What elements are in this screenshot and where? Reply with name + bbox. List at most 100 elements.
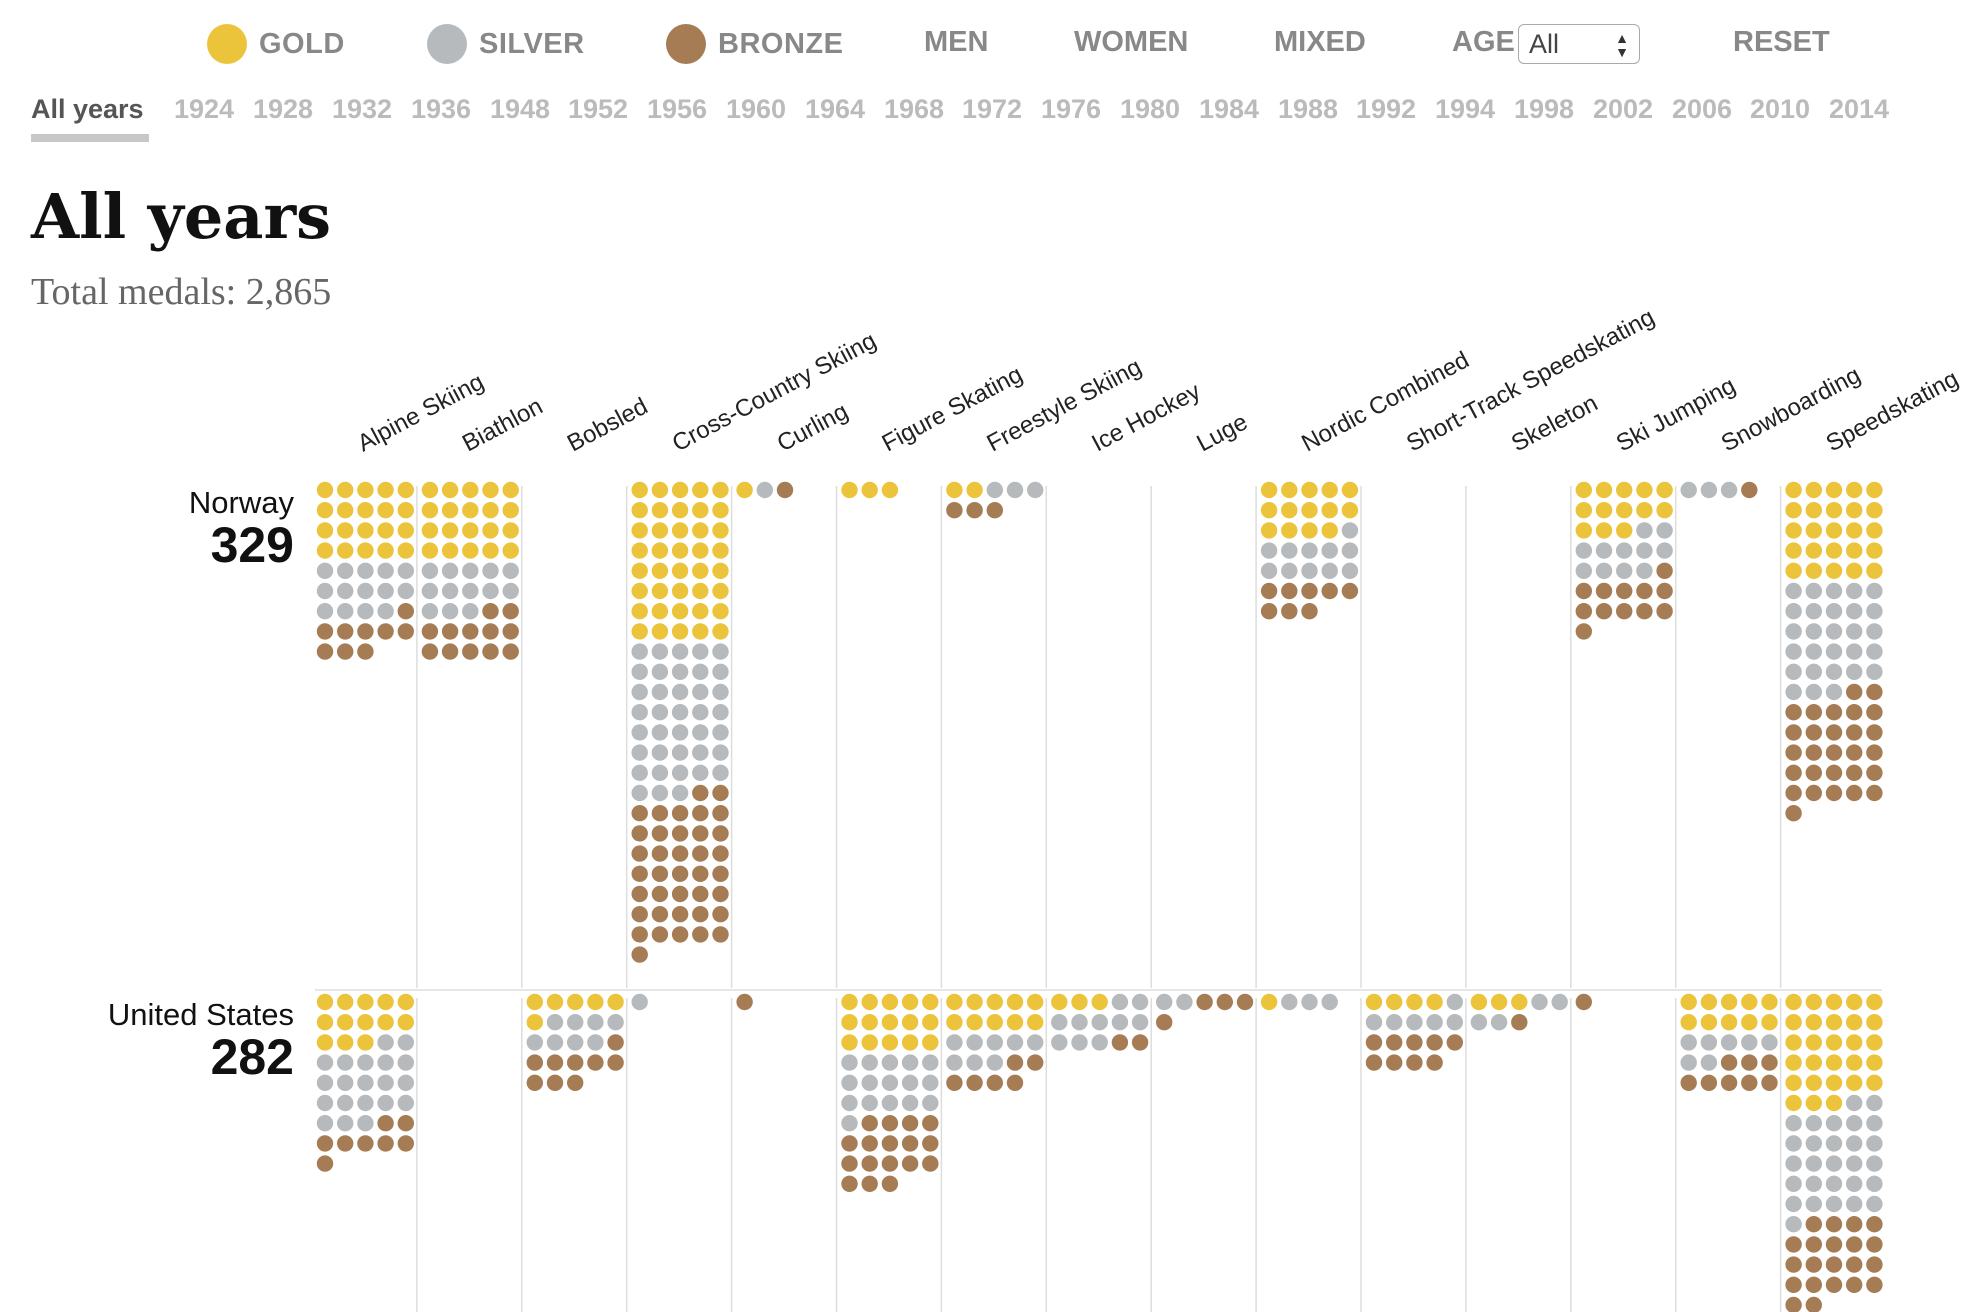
- year-tab-1964[interactable]: 1964: [805, 94, 866, 124]
- bronze-medal-dot: [692, 825, 709, 842]
- silver-medal-dot: [1680, 481, 1697, 499]
- gold-medal-dot: [1027, 993, 1044, 1011]
- silver-medal-dot: [1825, 1135, 1843, 1152]
- silver-medal-dot: [567, 1034, 584, 1051]
- women-filter-button[interactable]: WOMEN: [1074, 26, 1189, 58]
- bronze-medal-dot: [986, 1074, 1003, 1092]
- silver-medal-dot: [712, 744, 729, 761]
- bronze-medal-dot: [502, 643, 519, 660]
- year-tab-1932[interactable]: 1932: [332, 94, 393, 124]
- gold-medal-dot: [651, 522, 669, 539]
- gold-medal-dot: [377, 1014, 394, 1031]
- gold-medal-dot: [1825, 522, 1843, 539]
- bronze-medal-dot: [1805, 1276, 1823, 1294]
- men-filter-button[interactable]: MEN: [924, 26, 989, 58]
- silver-medal-dot: [587, 1034, 604, 1051]
- silver-medal-dot: [462, 562, 479, 579]
- year-tab-1968[interactable]: 1968: [884, 94, 945, 124]
- silver-medal-dot: [651, 764, 669, 781]
- silver-medal-dot: [1825, 643, 1843, 660]
- gold-medal-dot: [712, 522, 729, 539]
- gold-medal-dot: [1866, 993, 1883, 1011]
- silver-medal-dot: [1321, 993, 1338, 1011]
- bronze-medal-dot: [587, 1054, 604, 1071]
- gold-medal-dot: [736, 481, 753, 499]
- silver-medal-dot: [1575, 562, 1593, 579]
- year-tab-1952[interactable]: 1952: [568, 94, 629, 124]
- bronze-medal-dot: [421, 623, 439, 640]
- year-tab-1936[interactable]: 1936: [411, 94, 472, 124]
- gold-medal-dot: [377, 993, 394, 1011]
- year-tab-1984[interactable]: 1984: [1199, 94, 1260, 124]
- gold-medal-dot: [1866, 562, 1883, 579]
- year-tab-1972[interactable]: 1972: [962, 94, 1023, 124]
- age-select[interactable]: All ▲ ▼: [1518, 24, 1640, 64]
- silver-medal-dot: [1426, 1014, 1443, 1031]
- gold-medal-dot: [441, 522, 459, 539]
- gold-medal-dot: [1846, 542, 1863, 559]
- gold-medal-dot: [1281, 522, 1298, 539]
- bronze-medal-dot: [1805, 1256, 1823, 1273]
- gold-medal-dot: [1846, 481, 1863, 499]
- silver-medal-dot: [1051, 1034, 1068, 1051]
- gold-medal-dot: [671, 603, 689, 620]
- gold-medal-dot: [441, 481, 459, 499]
- country-total: 329: [211, 517, 294, 573]
- year-tab-1988[interactable]: 1988: [1278, 94, 1339, 124]
- gold-medal-dot: [1825, 1054, 1843, 1071]
- year-tab-1928[interactable]: 1928: [253, 94, 314, 124]
- silver-medal-dot: [1805, 1195, 1823, 1213]
- year-tab-all[interactable]: All years: [31, 94, 144, 124]
- reset-button[interactable]: RESET: [1733, 26, 1830, 58]
- bronze-medal-dot: [946, 1074, 963, 1092]
- bronze-medal-dot: [1866, 784, 1883, 802]
- year-tab-1998[interactable]: 1998: [1514, 94, 1575, 124]
- bronze-medal-dot: [441, 643, 459, 660]
- gold-medal-dot: [357, 522, 374, 539]
- gold-medal-dot: [692, 623, 709, 640]
- year-tab-1994[interactable]: 1994: [1435, 94, 1496, 124]
- bronze-filter[interactable]: BRONZE: [666, 24, 843, 64]
- year-tab-2014[interactable]: 2014: [1829, 94, 1890, 124]
- year-tab-2006[interactable]: 2006: [1672, 94, 1733, 124]
- year-tab-2010[interactable]: 2010: [1750, 94, 1811, 124]
- silver-medal-dot: [337, 582, 354, 600]
- silver-filter[interactable]: SILVER: [427, 24, 585, 64]
- gold-medal-dot: [1785, 481, 1802, 499]
- year-tab-1956[interactable]: 1956: [647, 94, 708, 124]
- year-tab-2002[interactable]: 2002: [1593, 94, 1654, 124]
- year-tab-1976[interactable]: 1976: [1041, 94, 1102, 124]
- bronze-medal-dot: [1825, 744, 1843, 761]
- gold-medal-dot: [631, 481, 648, 499]
- gold-medal-dot: [1866, 1034, 1883, 1051]
- year-tab-1992[interactable]: 1992: [1356, 94, 1417, 124]
- gold-medal-dot: [881, 993, 899, 1011]
- gold-medal-dot: [1805, 522, 1823, 539]
- mixed-filter-button[interactable]: MIXED: [1274, 26, 1366, 58]
- bronze-medal-dot: [671, 926, 689, 943]
- bronze-medal-dot: [692, 784, 709, 802]
- gold-medal-dot: [1785, 502, 1802, 519]
- silver-medal-dot: [841, 1094, 858, 1112]
- gold-medal-dot: [651, 542, 669, 559]
- gold-medal-dot: [631, 502, 648, 519]
- year-tab-1960[interactable]: 1960: [726, 94, 787, 124]
- silver-medal-dot: [1301, 562, 1318, 579]
- year-tab-1980[interactable]: 1980: [1120, 94, 1181, 124]
- gold-medal-dot: [946, 993, 963, 1011]
- bronze-medal-dot: [1575, 993, 1593, 1011]
- silver-medal-dot: [1825, 683, 1843, 701]
- bronze-medal-dot: [316, 643, 334, 660]
- silver-medal-dot: [316, 562, 334, 579]
- year-tab-1924[interactable]: 1924: [174, 94, 235, 124]
- bronze-medal-dot: [1680, 1074, 1697, 1092]
- silver-medal-dot: [1785, 1155, 1802, 1172]
- bronze-medal-dot: [651, 845, 669, 862]
- bronze-medal-dot: [881, 1175, 899, 1193]
- gold-filter[interactable]: GOLD: [207, 24, 345, 64]
- silver-medal-dot: [1636, 562, 1653, 579]
- year-tab-1948[interactable]: 1948: [490, 94, 551, 124]
- silver-medal-dot: [377, 603, 394, 620]
- gold-medal-dot: [712, 502, 729, 519]
- silver-medal-dot: [1051, 1014, 1068, 1031]
